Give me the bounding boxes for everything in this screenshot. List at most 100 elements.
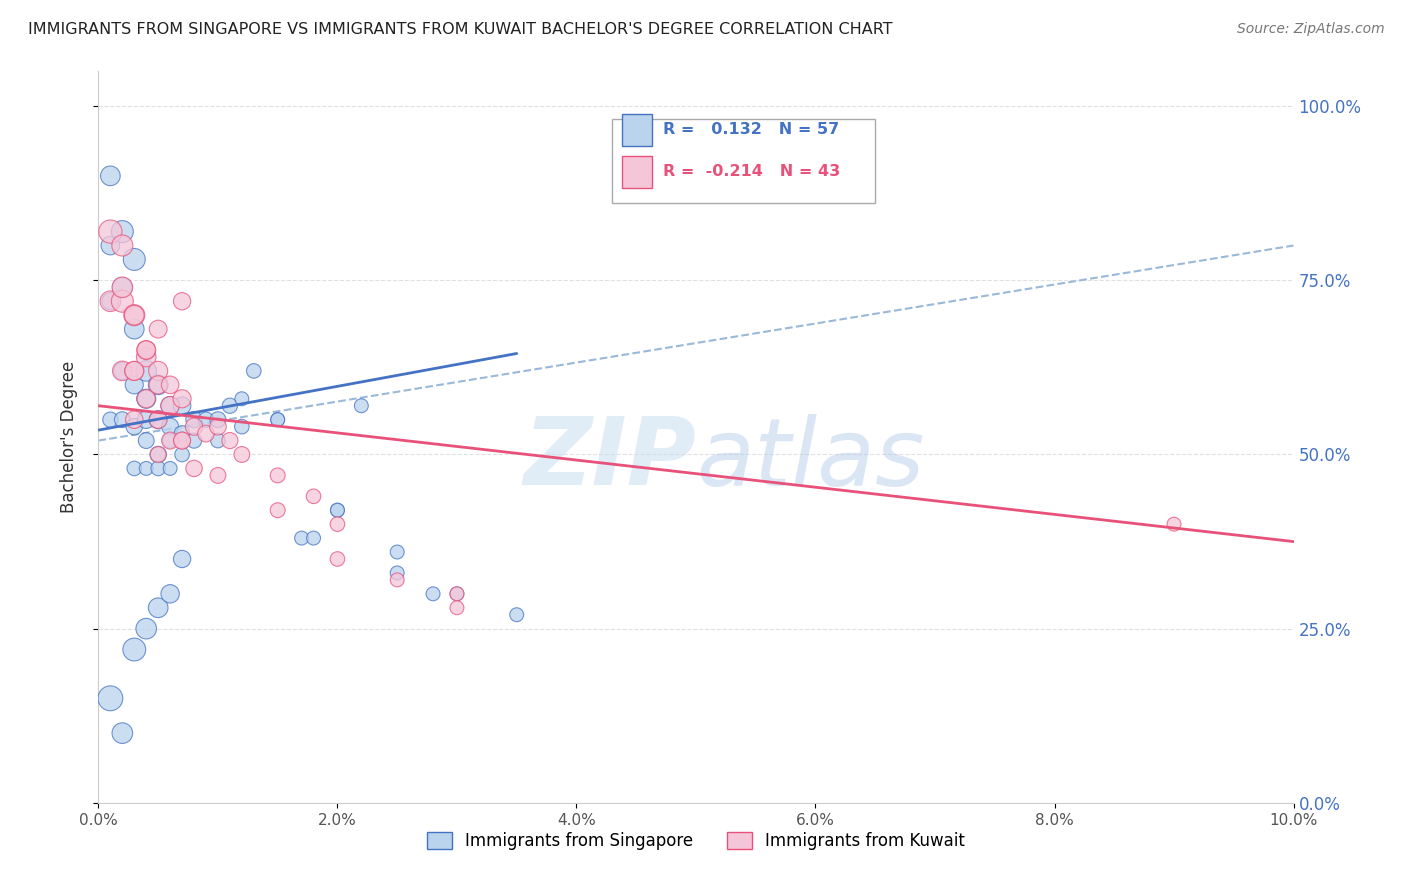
Point [159, 434, 181, 448]
Point [124, 308, 146, 322]
Point [172, 426, 194, 441]
Point [135, 343, 157, 357]
Point [98, 294, 122, 309]
Text: ZIP: ZIP [523, 413, 696, 505]
Point [135, 364, 157, 378]
Point [159, 419, 181, 434]
Point [267, 412, 290, 426]
Point [172, 399, 194, 413]
Point [172, 392, 194, 406]
Point [159, 377, 181, 392]
Point [326, 503, 349, 517]
Point [159, 461, 181, 475]
Point [98, 691, 122, 706]
Point [148, 461, 170, 475]
Point [148, 600, 170, 615]
Text: R =  -0.214   N = 43: R = -0.214 N = 43 [662, 164, 839, 179]
Point [159, 587, 181, 601]
Point [135, 622, 157, 636]
Point [124, 412, 146, 426]
Point [446, 600, 468, 615]
Point [148, 377, 170, 392]
Point [159, 399, 181, 413]
Point [207, 468, 229, 483]
Point [111, 294, 134, 309]
Point [172, 434, 194, 448]
Point [446, 587, 468, 601]
FancyBboxPatch shape [613, 119, 876, 203]
Text: IMMIGRANTS FROM SINGAPORE VS IMMIGRANTS FROM KUWAIT BACHELOR'S DEGREE CORRELATIO: IMMIGRANTS FROM SINGAPORE VS IMMIGRANTS … [28, 22, 893, 37]
Point [111, 726, 134, 740]
Point [172, 448, 194, 462]
Point [446, 587, 468, 601]
Point [302, 531, 325, 545]
Point [135, 392, 157, 406]
Point [124, 322, 146, 336]
Point [98, 294, 122, 309]
Point [385, 566, 409, 580]
Point [267, 503, 290, 517]
Point [219, 434, 242, 448]
Point [291, 531, 314, 545]
Point [124, 364, 146, 378]
Point [422, 587, 444, 601]
Point [172, 552, 194, 566]
Point [326, 552, 349, 566]
Point [207, 412, 229, 426]
Point [326, 517, 349, 532]
Point [159, 399, 181, 413]
Point [124, 642, 146, 657]
Point [267, 412, 290, 426]
Point [506, 607, 529, 622]
Point [148, 412, 170, 426]
Point [148, 448, 170, 462]
Point [231, 448, 253, 462]
Point [172, 434, 194, 448]
Point [148, 322, 170, 336]
Point [135, 412, 157, 426]
Point [135, 350, 157, 364]
Point [111, 280, 134, 294]
Point [195, 412, 218, 426]
Point [124, 461, 146, 475]
Point [124, 308, 146, 322]
Point [124, 419, 146, 434]
Point [385, 573, 409, 587]
FancyBboxPatch shape [621, 114, 652, 146]
Point [148, 448, 170, 462]
Point [183, 419, 205, 434]
Point [231, 419, 253, 434]
Point [135, 461, 157, 475]
Point [172, 294, 194, 309]
Point [207, 434, 229, 448]
Point [1163, 517, 1185, 532]
Point [135, 434, 157, 448]
Point [124, 364, 146, 378]
Point [124, 377, 146, 392]
Point [148, 364, 170, 378]
Point [124, 252, 146, 267]
Point [148, 377, 170, 392]
Point [183, 434, 205, 448]
Point [111, 364, 134, 378]
Point [111, 364, 134, 378]
Point [111, 280, 134, 294]
Point [207, 419, 229, 434]
Point [135, 392, 157, 406]
Point [183, 412, 205, 426]
Point [326, 503, 349, 517]
Point [98, 412, 122, 426]
Y-axis label: Bachelor's Degree: Bachelor's Degree [59, 361, 77, 513]
Point [135, 343, 157, 357]
FancyBboxPatch shape [621, 156, 652, 188]
Point [98, 169, 122, 183]
Point [350, 399, 373, 413]
Point [385, 545, 409, 559]
Point [302, 489, 325, 503]
Point [148, 412, 170, 426]
Point [111, 225, 134, 239]
Text: Source: ZipAtlas.com: Source: ZipAtlas.com [1237, 22, 1385, 37]
Point [98, 225, 122, 239]
Point [231, 392, 253, 406]
Text: R =   0.132   N = 57: R = 0.132 N = 57 [662, 122, 839, 136]
